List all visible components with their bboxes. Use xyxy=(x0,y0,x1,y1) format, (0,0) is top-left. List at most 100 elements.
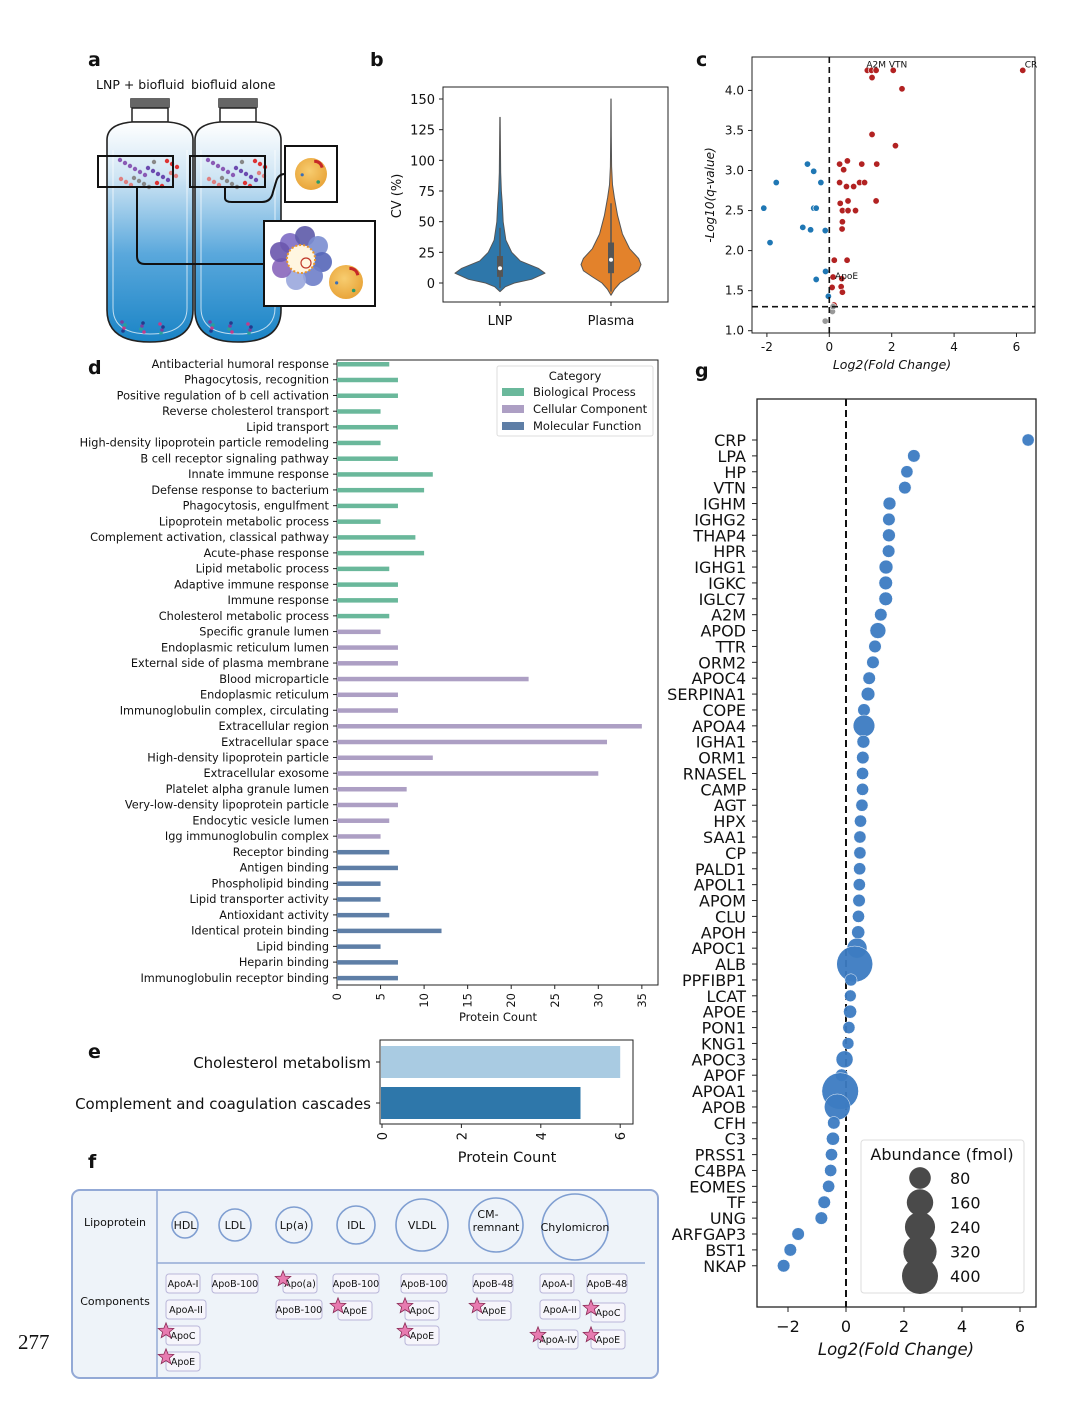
chart-b-violin: 0 25 50 75 100 125 150 CV (%) LNP Plasma xyxy=(390,86,669,329)
sediment-dot xyxy=(158,322,162,326)
protein-dot xyxy=(118,176,124,182)
term-label: Very-low-density lipoprotein particle xyxy=(125,799,329,812)
x-tick-label: 10 xyxy=(417,993,431,1008)
term-label: Platelet alpha granule lumen xyxy=(166,783,329,796)
bubble-agt xyxy=(855,798,869,812)
component-box xyxy=(211,1273,259,1294)
term-label: Heparin binding xyxy=(239,956,329,969)
legend-box xyxy=(860,1139,1025,1294)
point-annotation: ApoE xyxy=(835,272,858,282)
legend-size-label: 320 xyxy=(950,1243,981,1262)
selection-box-right xyxy=(189,155,266,188)
point-up xyxy=(852,207,860,215)
point-up xyxy=(836,179,844,187)
bubble-igkc xyxy=(878,575,893,591)
point-up xyxy=(891,142,899,150)
point-down xyxy=(812,275,820,283)
protein-patch xyxy=(314,159,324,169)
x-tick-label: 0 xyxy=(330,993,344,1000)
protein-label: COPE xyxy=(702,701,746,720)
protein-dot xyxy=(220,166,226,172)
term-label: Receptor binding xyxy=(233,846,329,859)
bubble-c3 xyxy=(826,1131,840,1146)
component-label: ApoE xyxy=(171,1357,195,1368)
component-label: ApoA-I xyxy=(542,1279,573,1290)
bar-cellular-component xyxy=(337,629,381,635)
bar-biological-process xyxy=(337,424,398,430)
protein-label: IGHA1 xyxy=(696,733,746,752)
bubble-ung xyxy=(814,1211,828,1225)
bubble-apoh xyxy=(851,925,866,940)
term-label: High-density lipoprotein particle xyxy=(147,752,329,765)
term-label: Extracellular space xyxy=(221,736,329,749)
selection-box-left xyxy=(97,155,174,188)
legend-swatch xyxy=(502,422,524,430)
component-box xyxy=(539,1273,575,1294)
protein-label: A2M xyxy=(711,606,746,625)
protein-label: EOMES xyxy=(689,1177,746,1196)
component-label: ApoC xyxy=(171,1331,196,1342)
term-label: Blood microparticle xyxy=(219,673,329,686)
legend-label: Biological Process xyxy=(533,385,636,399)
bubble-prss1 xyxy=(825,1148,838,1161)
connector-line xyxy=(136,187,264,265)
sediment-dot xyxy=(230,330,234,334)
bottle-lnp-biofluid xyxy=(106,98,194,343)
point-annotation: CR xyxy=(1025,60,1038,70)
protein-dot xyxy=(137,169,143,175)
legend-swatch xyxy=(502,388,524,396)
protein-label: SAA1 xyxy=(703,828,746,847)
panel-letter-f: f xyxy=(88,1151,97,1173)
sediment-dot xyxy=(248,328,252,332)
protein-label: RNASEL xyxy=(683,764,746,783)
term-label: Lipid binding xyxy=(256,940,329,953)
point-up xyxy=(873,160,881,168)
sediment-dot xyxy=(141,321,145,325)
protein-patch xyxy=(351,288,356,293)
component-label: ApoB-48 xyxy=(587,1279,627,1290)
protein-label: APOL1 xyxy=(694,876,746,895)
component-label: ApoE xyxy=(343,1306,367,1317)
protein-label: PPFIBP1 xyxy=(682,971,746,990)
bubble-hp xyxy=(900,465,914,479)
term-label: High-density lipoprotein particle remode… xyxy=(80,437,329,450)
component-box xyxy=(165,1325,201,1346)
term-label: Antigen binding xyxy=(240,862,329,875)
protein-dot xyxy=(122,160,128,166)
term-label: Extracellular region xyxy=(219,720,329,733)
bar-molecular-function xyxy=(337,975,398,981)
term-label: Lipoprotein metabolic process xyxy=(159,515,329,528)
y-tick-label: 150 xyxy=(410,93,435,108)
bar-cellular-component xyxy=(337,802,398,808)
bubble-saa1 xyxy=(853,830,867,844)
bottle-body xyxy=(106,121,194,343)
bubble-crp xyxy=(1021,433,1035,447)
protein-label: APOF xyxy=(704,1066,746,1085)
y-tick-label: 3.5 xyxy=(725,123,744,137)
bubble-c4bpa xyxy=(824,1164,838,1177)
bubble-apob xyxy=(824,1093,851,1121)
bubble-bst1 xyxy=(783,1243,797,1257)
lipoprotein-label: VLDL xyxy=(408,1219,437,1232)
protein-dot xyxy=(131,175,137,181)
protein-label: IGLC7 xyxy=(699,590,746,609)
bubble-apoc3 xyxy=(835,1050,854,1069)
bubble-eomes xyxy=(822,1179,835,1193)
bubble-ighg2 xyxy=(882,512,896,526)
protein-dot xyxy=(243,171,249,177)
protein-dot xyxy=(174,164,180,170)
violin-lnp xyxy=(454,116,546,293)
protein-label: HP xyxy=(724,463,746,482)
term-label: Positive regulation of b cell activation xyxy=(117,389,329,402)
term-label: Complement activation, classical pathway xyxy=(90,531,329,544)
component-label: ApoB-48 xyxy=(473,1279,513,1290)
y-tick-label: 1.5 xyxy=(725,284,744,298)
point-down xyxy=(766,239,774,247)
component-box xyxy=(537,1329,579,1350)
y-axis-label: -Log10(q-value) xyxy=(703,147,717,242)
legend-title: Category xyxy=(549,369,602,383)
protein-label: C3 xyxy=(725,1130,746,1149)
point-annotation: A2M VTN xyxy=(866,60,907,70)
bar-biological-process xyxy=(337,487,425,493)
star-icon xyxy=(468,1296,486,1314)
